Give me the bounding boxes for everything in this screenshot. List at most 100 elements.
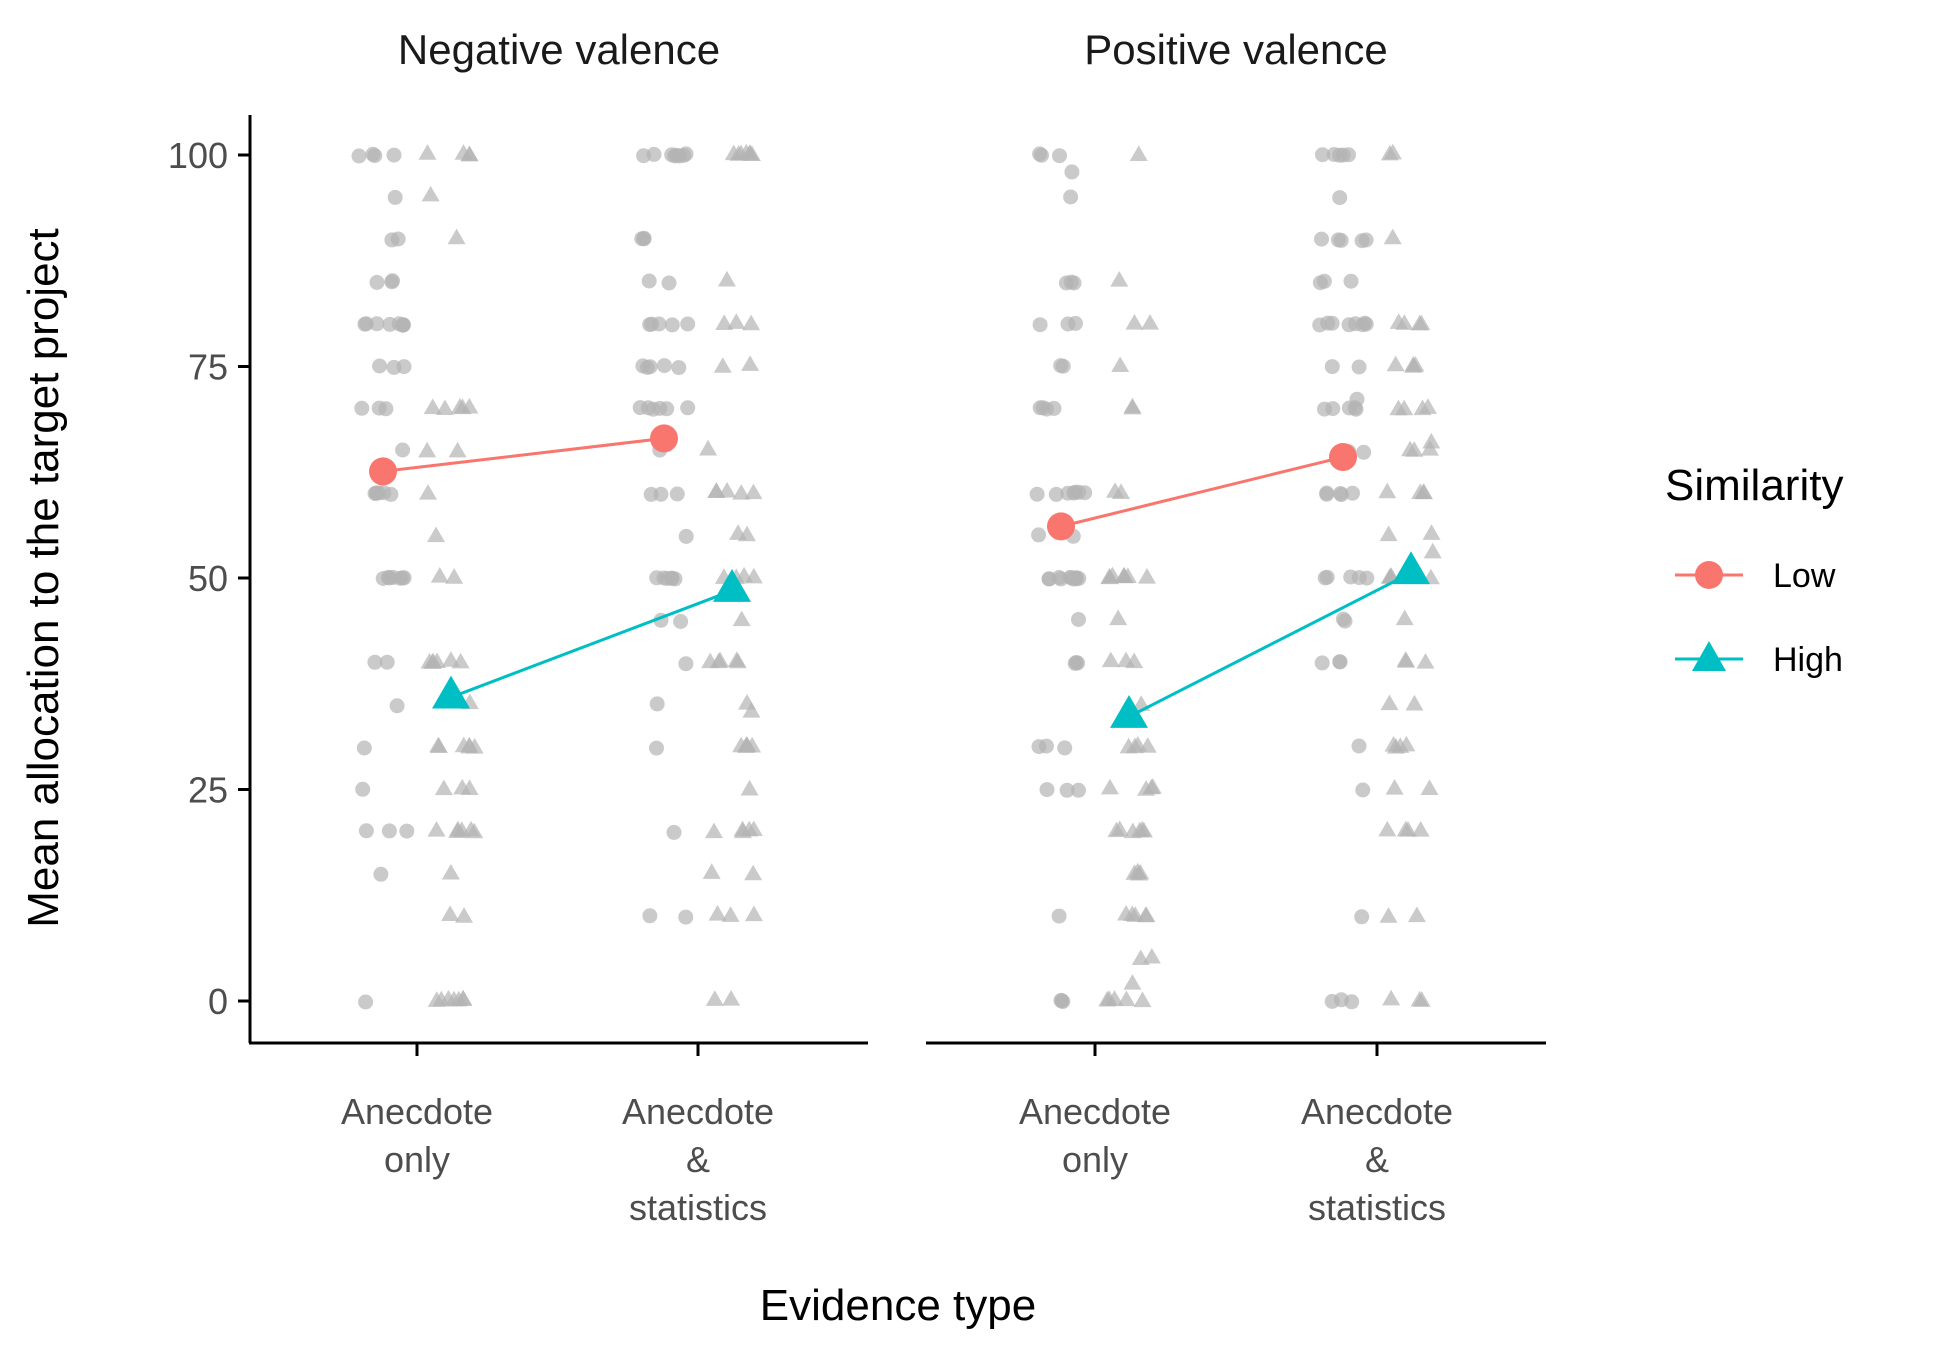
raw-point-1-1-high-50 bbox=[1382, 989, 1401, 1006]
raw-point-1-1-high-48 bbox=[1407, 906, 1426, 923]
raw-point-0-0-high-22 bbox=[424, 652, 443, 669]
raw-point-1-1-low-33 bbox=[1319, 485, 1335, 501]
facet-title-negative: Negative valence bbox=[398, 26, 720, 73]
raw-point-0-0-low-36 bbox=[396, 570, 412, 586]
raw-point-1-1-low-48 bbox=[1355, 782, 1371, 798]
raw-point-0-1-low-32 bbox=[653, 486, 669, 502]
raw-point-0-1-low-21 bbox=[656, 358, 672, 374]
raw-point-0-0-low-47 bbox=[358, 994, 374, 1010]
raw-point-1-1-low-43 bbox=[1337, 613, 1353, 629]
y-tick-label-0: 0 bbox=[208, 981, 228, 1022]
x-axis: Anecdote only Anecdote & statistics Anecdote o… bbox=[341, 1043, 1453, 1228]
raw-point-0-1-high-10 bbox=[715, 314, 734, 330]
raw-point-0-0-low-30 bbox=[367, 486, 383, 501]
raw-point-0-0-high-16 bbox=[430, 567, 449, 583]
y-axis-title: Mean allocation to the target project bbox=[19, 228, 68, 928]
raw-point-0-1-low-22 bbox=[642, 359, 658, 375]
x-tick-label-0-0-0: Anecdote bbox=[341, 1091, 493, 1132]
mean-marker-0-1-high bbox=[713, 568, 751, 602]
raw-point-1-0-high-9 bbox=[1137, 568, 1156, 584]
raw-point-1-1-high-49 bbox=[1379, 907, 1398, 923]
raw-point-1-1-high-15 bbox=[1422, 432, 1441, 449]
raw-point-1-1-low-4 bbox=[1335, 147, 1351, 163]
raw-point-0-1-high-20 bbox=[737, 525, 756, 542]
raw-point-1-1-high-32 bbox=[1395, 609, 1414, 626]
raw-point-1-0-low-36 bbox=[1071, 612, 1086, 627]
raw-points-layer bbox=[351, 143, 1442, 1010]
raw-point-0-0-high-20 bbox=[441, 651, 460, 667]
raw-point-1-0-low-10 bbox=[1060, 316, 1076, 332]
legend-label-low: Low bbox=[1773, 557, 1836, 595]
raw-point-1-0-low-1 bbox=[1034, 147, 1049, 163]
raw-point-1-0-low-22 bbox=[1077, 485, 1093, 501]
y-tick-label-75: 75 bbox=[188, 347, 228, 388]
raw-point-1-0-low-35 bbox=[1063, 570, 1079, 586]
raw-point-1-1-high-46 bbox=[1396, 820, 1415, 837]
raw-point-1-0-high-47 bbox=[1123, 974, 1142, 990]
raw-point-1-1-high-37 bbox=[1405, 694, 1424, 711]
raw-point-1-1-low-20 bbox=[1320, 315, 1336, 331]
legend-title: Similarity bbox=[1665, 461, 1843, 510]
raw-point-1-1-low-16 bbox=[1341, 317, 1357, 333]
x-tick-label-0-0-1: only bbox=[384, 1139, 450, 1180]
x-tick-label-1-0-1: only bbox=[1062, 1139, 1128, 1180]
raw-point-0-1-low-11 bbox=[661, 275, 677, 291]
raw-point-1-1-high-14 bbox=[1389, 399, 1408, 416]
raw-point-1-1-high-47 bbox=[1378, 820, 1397, 837]
raw-point-1-0-high-1 bbox=[1110, 271, 1129, 287]
raw-point-0-0-high-31 bbox=[434, 779, 453, 796]
raw-point-1-0-high-33 bbox=[1134, 821, 1153, 838]
raw-point-0-1-high-17 bbox=[744, 483, 763, 500]
raw-point-1-0-high-6 bbox=[1123, 397, 1142, 414]
raw-point-0-1-low-44 bbox=[649, 740, 664, 756]
raw-point-1-0-high-17 bbox=[1109, 609, 1128, 626]
raw-point-0-0-high-14 bbox=[427, 526, 446, 543]
raw-point-0-0-high-38 bbox=[448, 820, 467, 837]
raw-point-0-1-high-43 bbox=[744, 820, 763, 837]
raw-point-0-0-high-11 bbox=[418, 441, 437, 458]
raw-point-1-0-high-29 bbox=[1137, 780, 1156, 796]
raw-point-0-1-high-8 bbox=[727, 313, 746, 329]
raw-point-0-0-low-16 bbox=[391, 316, 407, 332]
raw-point-1-0-high-8 bbox=[1112, 483, 1131, 500]
raw-point-0-1-high-18 bbox=[707, 482, 726, 498]
raw-point-1-1-high-35 bbox=[1416, 653, 1435, 669]
raw-point-1-0-low-41 bbox=[1038, 738, 1054, 754]
raw-point-1-0-low-16 bbox=[1035, 400, 1051, 416]
raw-point-1-0-high-28 bbox=[1100, 778, 1119, 795]
raw-point-1-1-high-24 bbox=[1422, 524, 1441, 540]
x-tick-label-1-1-1: & bbox=[1365, 1139, 1389, 1180]
raw-point-0-0-low-39 bbox=[367, 654, 383, 670]
raw-point-1-1-low-2 bbox=[1315, 147, 1330, 163]
raw-point-0-0-high-4 bbox=[421, 185, 440, 202]
raw-point-0-1-high-49 bbox=[705, 990, 724, 1006]
raw-point-1-0-high-46 bbox=[1131, 949, 1150, 966]
raw-point-0-1-low-47 bbox=[642, 908, 658, 924]
raw-point-1-0-low-12 bbox=[1053, 358, 1069, 374]
y-axis: 0 25 50 75 100 bbox=[168, 135, 250, 1022]
raw-point-1-1-high-34 bbox=[1397, 652, 1416, 668]
mean-marker-1-0-high bbox=[1110, 695, 1148, 728]
raw-point-0-0-high-9 bbox=[435, 399, 454, 416]
raw-point-1-1-high-36 bbox=[1380, 694, 1399, 711]
raw-point-0-1-low-33 bbox=[678, 528, 694, 544]
raw-point-1-1-high-13 bbox=[1413, 399, 1432, 416]
raw-point-1-1-low-21 bbox=[1358, 316, 1374, 332]
raw-point-1-0-high-51 bbox=[1133, 991, 1152, 1008]
raw-point-0-0-high-5 bbox=[447, 228, 466, 245]
raw-point-0-1-high-38 bbox=[740, 779, 759, 796]
raw-point-0-1-low-46 bbox=[678, 909, 694, 925]
mean-marker-0-1-low bbox=[650, 424, 678, 453]
raw-point-0-1-low-31 bbox=[669, 486, 685, 502]
raw-point-0-0-low-17 bbox=[358, 316, 374, 332]
raw-point-0-0-high-41 bbox=[441, 905, 460, 921]
y-tick-label-50: 50 bbox=[188, 558, 228, 599]
raw-point-0-0-low-9 bbox=[384, 274, 400, 290]
raw-point-0-1-low-45 bbox=[666, 824, 682, 840]
raw-point-0-1-high-15 bbox=[732, 484, 751, 500]
raw-point-0-1-low-40 bbox=[673, 614, 689, 629]
raw-point-1-1-high-18 bbox=[1401, 440, 1420, 457]
raw-point-1-0-low-44 bbox=[1071, 782, 1086, 798]
raw-point-0-1-high-6 bbox=[731, 144, 750, 161]
